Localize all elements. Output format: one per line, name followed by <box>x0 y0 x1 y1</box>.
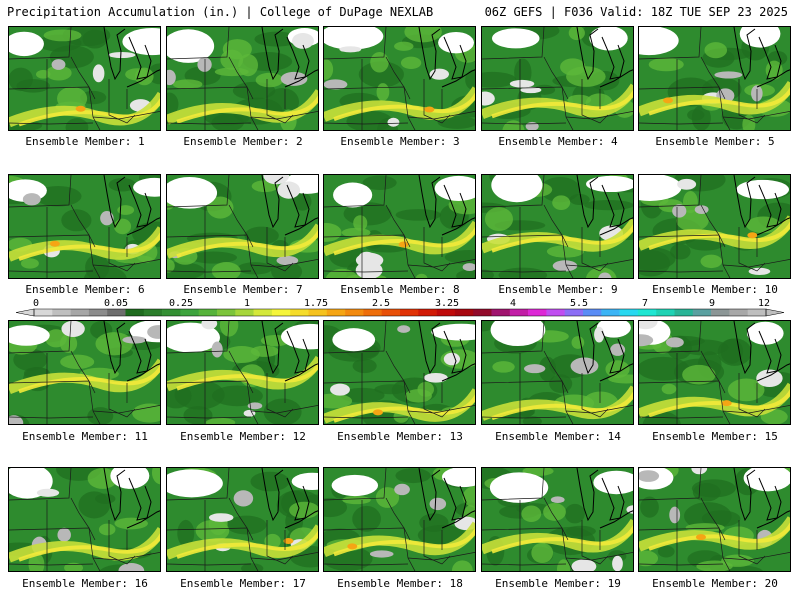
colorbar-swatch <box>70 309 90 316</box>
colorbar-swatch <box>125 309 145 316</box>
colorbar-swatch <box>235 309 254 316</box>
ensemble-member-map <box>8 26 161 131</box>
colorbar-tick-label: 12 <box>758 298 770 309</box>
colorbar-swatch <box>290 309 309 316</box>
colorbar-swatch <box>564 309 584 316</box>
ensemble-member-map <box>481 26 634 131</box>
colorbar-swatch <box>692 309 712 316</box>
colorbar-swatch <box>198 309 218 316</box>
colorbar-swatch <box>52 309 71 316</box>
ensemble-member-label: Ensemble Member: 2 <box>183 135 303 148</box>
ensemble-member-label: Ensemble Member: 8 <box>340 283 460 296</box>
colorbar-swatch <box>88 309 108 316</box>
ensemble-member-map <box>481 174 634 279</box>
colorbar-tick-label: 7 <box>642 298 648 309</box>
ensemble-member-map <box>638 467 791 572</box>
colorbar-swatch <box>583 309 602 316</box>
ensemble-member-map <box>323 320 476 425</box>
ensemble-member-map <box>8 320 161 425</box>
ensemble-member-label: Ensemble Member: 6 <box>25 283 145 296</box>
colorbar-swatch <box>143 309 163 316</box>
colorbar-swatch <box>180 309 199 316</box>
ensemble-member-label: Ensemble Member: 17 <box>180 577 306 590</box>
colorbar-tick-label: 3.25 <box>435 298 459 309</box>
colorbar-swatch <box>546 309 565 316</box>
colorbar-tick-label: 0.25 <box>169 298 193 309</box>
colorbar-swatch <box>400 309 419 316</box>
colorbar-swatch <box>34 309 53 316</box>
colorbar-tick-label: 0.05 <box>104 298 128 309</box>
colorbar-swatch <box>107 309 126 316</box>
colorbar-swatch <box>528 309 547 316</box>
colorbar-swatch <box>711 309 730 316</box>
ensemble-member-label: Ensemble Member: 3 <box>340 135 460 148</box>
colorbar-swatch <box>345 309 364 316</box>
ensemble-member-map <box>323 467 476 572</box>
ensemble-member-label: Ensemble Member: 13 <box>337 430 463 443</box>
colorbar-swatch <box>217 309 236 316</box>
ensemble-member-map <box>323 174 476 279</box>
ensemble-member-map <box>166 26 319 131</box>
colorbar-tick-label: 1.75 <box>304 298 328 309</box>
header-title: Precipitation Accumulation (in.) | Colle… <box>7 5 434 19</box>
colorbar-swatch <box>619 309 639 316</box>
ensemble-member-label: Ensemble Member: 14 <box>495 430 621 443</box>
colorbar-swatch <box>509 309 529 316</box>
ensemble-member-map <box>166 174 319 279</box>
ensemble-member-map <box>8 467 161 572</box>
ensemble-member-map <box>638 174 791 279</box>
ensemble-member-label: Ensemble Member: 20 <box>652 577 778 590</box>
ensemble-member-map <box>166 467 319 572</box>
colorbar-swatch <box>747 309 767 316</box>
ensemble-member-map <box>481 467 634 572</box>
colorbar-swatch <box>271 309 291 316</box>
ensemble-member-label: Ensemble Member: 10 <box>652 283 778 296</box>
ensemble-member-label: Ensemble Member: 9 <box>498 283 618 296</box>
colorbar-swatch <box>308 309 328 316</box>
ensemble-member-label: Ensemble Member: 11 <box>22 430 148 443</box>
ensemble-member-label: Ensemble Member: 16 <box>22 577 148 590</box>
ensemble-member-map <box>481 320 634 425</box>
colorbar-swatch <box>473 309 492 316</box>
ensemble-member-label: Ensemble Member: 5 <box>655 135 775 148</box>
ensemble-member-map <box>638 320 791 425</box>
ensemble-member-map <box>323 26 476 131</box>
colorbar-tick-label: 4 <box>510 298 516 309</box>
header-run-info: 06Z GEFS | F036 Valid: 18Z TUE SEP 23 20… <box>484 5 788 19</box>
precip-colorbar: 0 0.05 0.25 1 1.75 2.5 3.25 4 5.5 7 9 12 <box>15 298 785 317</box>
colorbar-swatch <box>656 309 675 316</box>
ensemble-member-label: Ensemble Member: 7 <box>183 283 303 296</box>
ensemble-member-map <box>166 320 319 425</box>
ensemble-member-label: Ensemble Member: 15 <box>652 430 778 443</box>
colorbar-swatch <box>253 309 273 316</box>
colorbar-swatch <box>674 309 694 316</box>
colorbar-swatch <box>637 309 657 316</box>
ensemble-member-label: Ensemble Member: 18 <box>337 577 463 590</box>
colorbar-swatch <box>162 309 181 316</box>
colorbar-right-arrow <box>765 308 785 317</box>
ensemble-member-label: Ensemble Member: 12 <box>180 430 306 443</box>
ensemble-member-label: Ensemble Member: 19 <box>495 577 621 590</box>
ensemble-member-label: Ensemble Member: 1 <box>25 135 145 148</box>
colorbar-swatch <box>601 309 620 316</box>
colorbar-swatch <box>436 309 456 316</box>
ensemble-member-label: Ensemble Member: 4 <box>498 135 618 148</box>
ensemble-member-map <box>8 174 161 279</box>
colorbar-swatch <box>491 309 511 316</box>
colorbar-left-arrow <box>15 308 35 317</box>
colorbar-swatch <box>381 309 401 316</box>
colorbar-swatch <box>418 309 437 316</box>
colorbar-tick-label: 9 <box>709 298 715 309</box>
colorbar-swatch <box>729 309 748 316</box>
colorbar-tick-label: 2.5 <box>372 298 390 309</box>
colorbar-tick-label: 0 <box>33 298 39 309</box>
ensemble-member-map <box>638 26 791 131</box>
colorbar-swatch <box>326 309 346 316</box>
colorbar-tick-label: 1 <box>244 298 250 309</box>
colorbar-swatch <box>454 309 474 316</box>
colorbar-tick-label: 5.5 <box>570 298 588 309</box>
colorbar-swatch <box>363 309 382 316</box>
